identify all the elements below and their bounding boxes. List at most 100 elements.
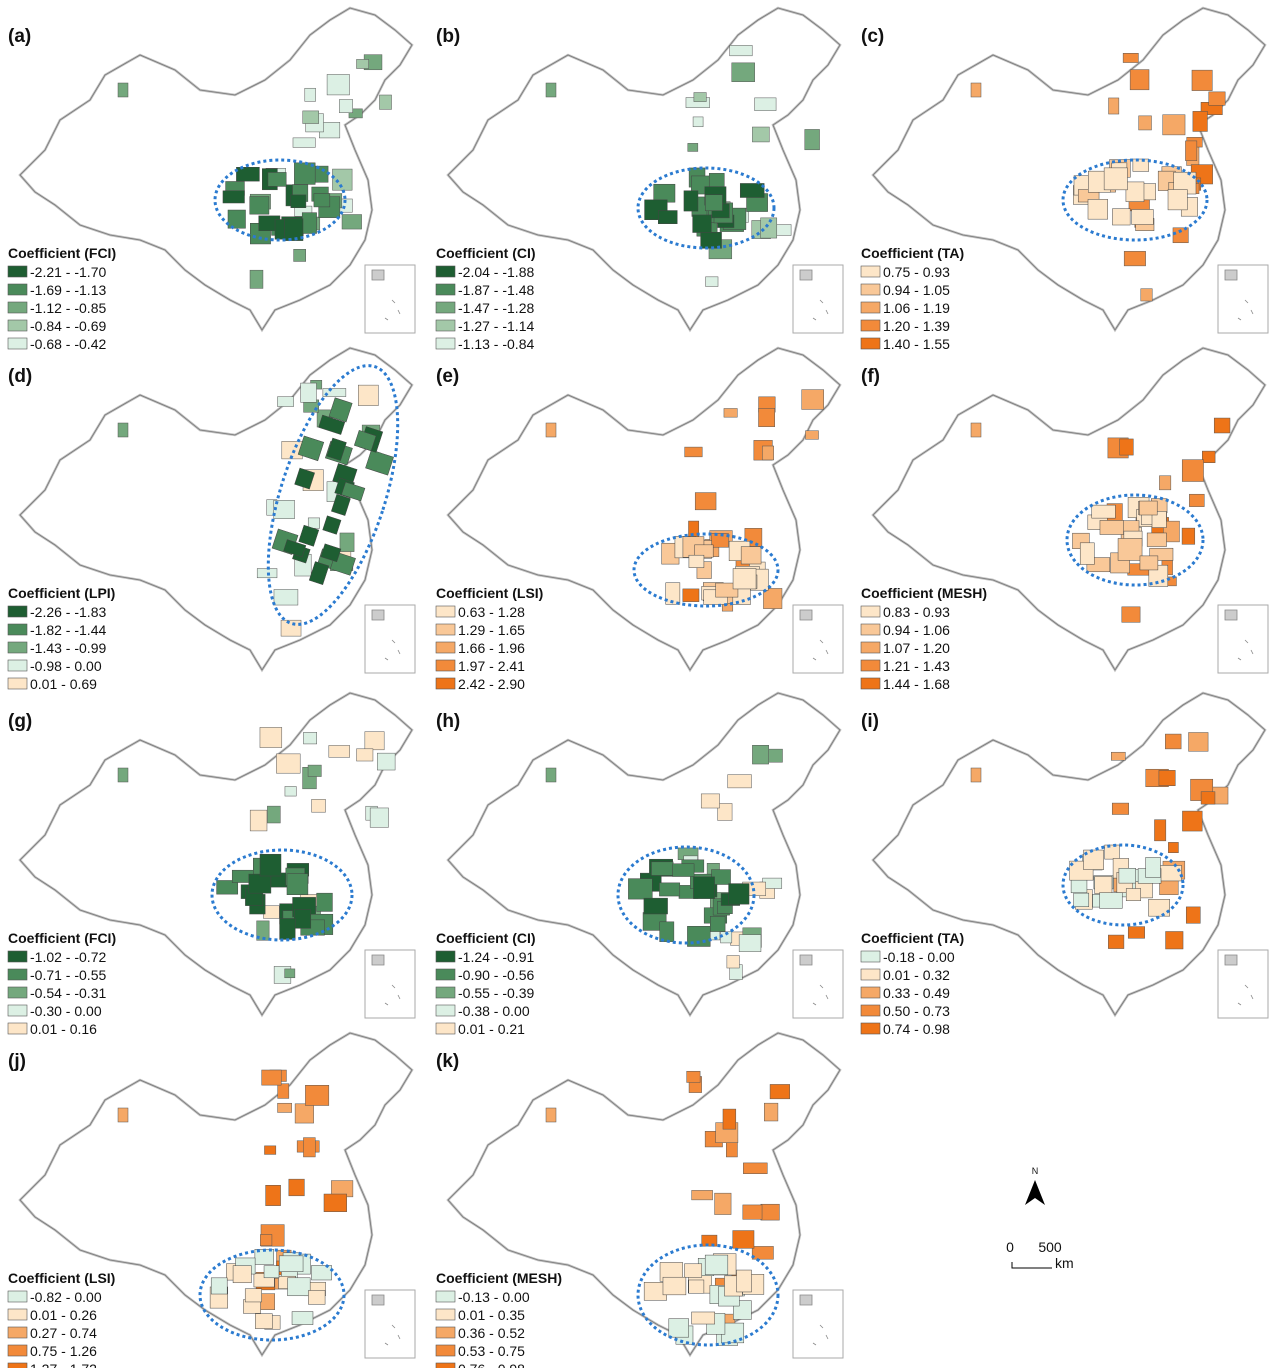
region — [1202, 450, 1216, 463]
legend-entry: -1.47 - -1.28 — [458, 300, 534, 316]
region — [1108, 934, 1125, 949]
legend-entry: 1.07 - 1.20 — [883, 640, 950, 656]
region — [294, 1103, 314, 1124]
region — [291, 1311, 314, 1325]
region — [294, 467, 315, 490]
map-panel: (a) Coefficient (FCI) -2.21 - -1.70 -1.69 -… — [7, 6, 416, 352]
region — [804, 129, 820, 151]
region — [305, 1085, 330, 1106]
legend-swatch — [7, 1004, 28, 1017]
scale-unit: km — [1055, 1255, 1074, 1271]
panel-label: (c) — [861, 26, 884, 47]
panel-label: (a) — [8, 26, 31, 47]
region — [732, 568, 757, 590]
map-panel: (b) Coefficient (CI) -2.04 - -1.88 -1.87 - … — [435, 6, 844, 352]
region — [739, 183, 765, 198]
region — [303, 1137, 316, 1158]
region — [377, 752, 396, 771]
legend-swatch — [7, 1362, 28, 1368]
legend-swatch — [435, 301, 456, 314]
region — [683, 190, 699, 212]
legend-entry: 1.20 - 1.39 — [883, 318, 950, 334]
region — [1083, 849, 1104, 870]
legend-swatch — [435, 1344, 456, 1357]
legend-swatch — [435, 1004, 456, 1017]
region — [1112, 208, 1131, 226]
region — [1208, 91, 1226, 106]
legend-entry: -1.82 - -1.44 — [30, 622, 106, 638]
legend-entry: 0.76 - 0.98 — [458, 1361, 525, 1368]
map-panel: (c) Coefficient (TA) 0.75 - 0.93 0.94 - 1.0… — [860, 6, 1269, 352]
region — [688, 1279, 705, 1294]
region — [1163, 520, 1180, 543]
legend-title: Coefficient (FCI) — [8, 930, 116, 946]
region — [301, 212, 317, 234]
region — [687, 143, 699, 152]
region — [297, 435, 325, 462]
region — [682, 588, 700, 602]
region — [970, 422, 982, 438]
region — [117, 1107, 129, 1123]
legend-entry: -0.84 - -0.69 — [30, 318, 106, 334]
scale-tick: 500 — [1038, 1239, 1062, 1255]
legend-entry: -0.38 - 0.00 — [458, 1003, 530, 1019]
region — [970, 767, 982, 783]
legend-swatch — [7, 677, 28, 690]
region — [715, 582, 739, 598]
legend-swatch — [860, 986, 881, 999]
region — [1172, 227, 1189, 244]
legend-entry: 0.94 - 1.06 — [883, 622, 950, 638]
legend-entry: 0.01 - 0.21 — [458, 1021, 525, 1037]
region — [322, 515, 342, 535]
region — [294, 162, 316, 185]
legend-entry: 0.75 - 0.93 — [883, 264, 950, 280]
legend-entry: -1.13 - -0.84 — [458, 336, 534, 352]
region — [303, 732, 317, 745]
map-panel: (h) Coefficient (CI) -1.24 - -0.91 -0.90 - … — [435, 691, 844, 1037]
region — [248, 873, 272, 894]
highlight-ellipse — [266, 364, 400, 626]
region — [369, 807, 389, 828]
region — [284, 968, 296, 979]
legend-swatch — [7, 337, 28, 350]
region — [732, 1230, 755, 1249]
region — [1191, 69, 1213, 91]
inset-islands — [1224, 609, 1254, 661]
legend-swatch — [435, 986, 456, 999]
region — [280, 619, 302, 637]
region — [764, 1102, 779, 1122]
legend-swatch — [860, 623, 881, 636]
legend-entry: -0.30 - 0.00 — [30, 1003, 102, 1019]
legend-entry: 0.94 - 1.05 — [883, 282, 950, 298]
region — [216, 880, 239, 895]
region — [308, 561, 330, 585]
region — [339, 99, 353, 113]
region — [1158, 770, 1176, 787]
region — [693, 876, 715, 899]
region — [1119, 438, 1134, 456]
region — [256, 920, 270, 941]
region — [723, 408, 738, 418]
region — [304, 87, 316, 102]
region — [653, 183, 676, 203]
inset-box — [364, 949, 416, 1019]
region — [1165, 733, 1182, 750]
region — [283, 539, 307, 558]
region — [710, 916, 726, 932]
inset-islands — [371, 954, 401, 1006]
region — [313, 193, 331, 208]
region — [651, 861, 674, 876]
region — [691, 1190, 713, 1201]
region — [688, 554, 705, 568]
region — [249, 196, 270, 215]
region — [1158, 865, 1182, 882]
region — [1145, 857, 1161, 878]
region — [210, 1277, 228, 1295]
region — [738, 934, 762, 952]
country-border — [19, 347, 413, 671]
region — [265, 1185, 281, 1206]
region — [358, 384, 379, 406]
region — [1094, 876, 1113, 894]
region — [1132, 158, 1149, 172]
